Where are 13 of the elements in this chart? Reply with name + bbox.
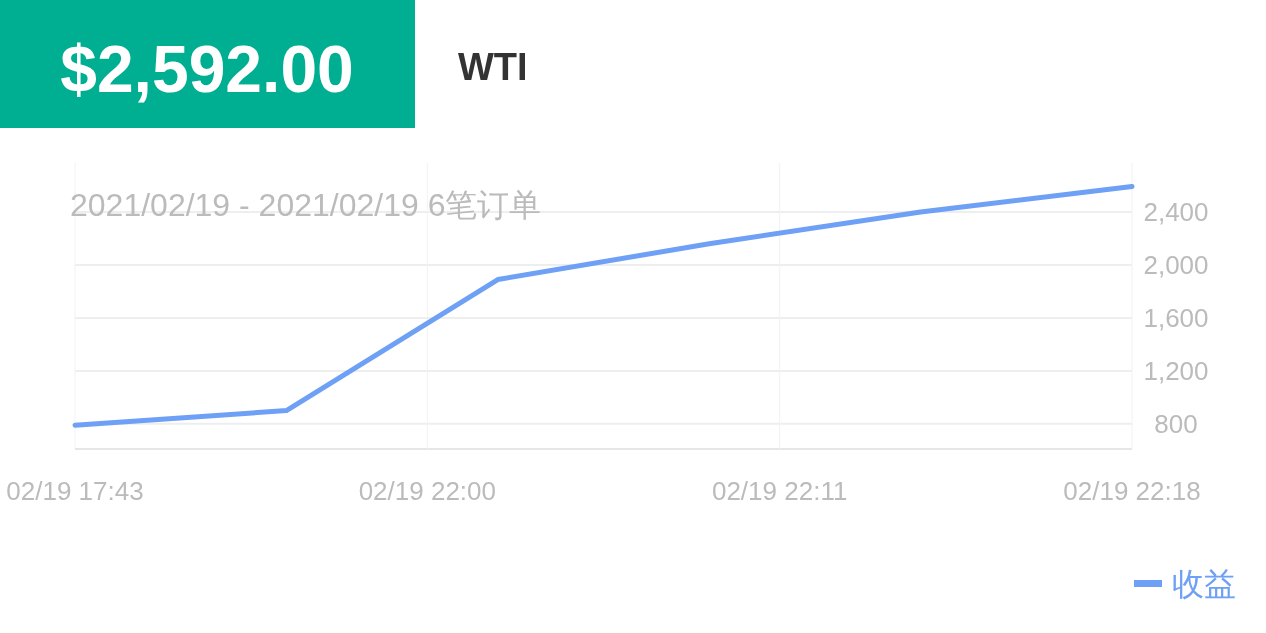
x-tick-label: 02/19 22:11 xyxy=(711,476,848,506)
y-tick-label: 800 xyxy=(1154,408,1198,439)
chart-title: $2,592.00 xyxy=(60,32,354,106)
x-tick-label: 02/19 22:00 xyxy=(358,476,497,506)
x-tick-label: 02/19 22:18 xyxy=(1063,476,1201,506)
legend-label: 收益 xyxy=(1172,566,1236,602)
annotation: 2021/02/19 - 2021/02/19 6笔订单 xyxy=(70,187,542,223)
y-tick-label: 2,000 xyxy=(1143,249,1209,280)
y-tick-label: 2,400 xyxy=(1143,196,1209,227)
y-tick-label: 1,600 xyxy=(1143,302,1209,333)
y-tick-label: 1,200 xyxy=(1143,355,1209,386)
chart-subtitle: WTI xyxy=(458,46,528,88)
x-tick-label: 02/19 17:43 xyxy=(6,476,144,506)
